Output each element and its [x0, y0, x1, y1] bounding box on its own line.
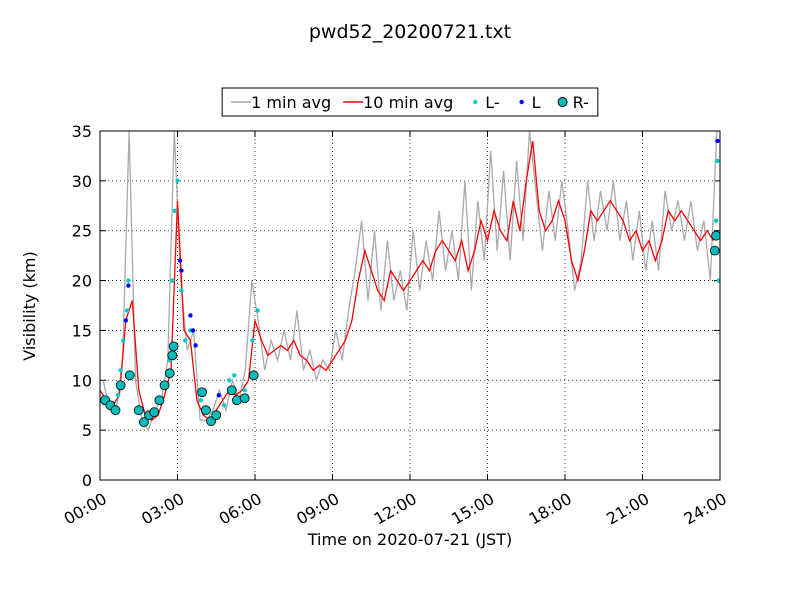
data-point — [239, 393, 250, 404]
data-point — [177, 258, 183, 263]
data-point — [175, 178, 180, 184]
data-point — [170, 278, 175, 283]
y-tick-label: 15 — [72, 321, 92, 340]
data-point — [216, 393, 222, 398]
y-tick-label: 25 — [72, 222, 92, 241]
data-point — [197, 387, 207, 398]
y-tick-label: 0 — [82, 471, 92, 490]
legend-item: 10 min avg — [343, 93, 453, 112]
legend-swatch — [557, 97, 568, 107]
y-axis-label: Visibility (km) — [20, 251, 39, 360]
legend-item: L- — [473, 93, 500, 112]
data-point — [121, 338, 126, 343]
data-point — [115, 380, 126, 391]
data-point — [115, 393, 121, 398]
data-point — [124, 308, 130, 313]
legend-label: 10 min avg — [363, 93, 453, 112]
legend: 1 min avg 10 min avg L- L R- — [221, 87, 599, 117]
data-point — [179, 268, 184, 273]
data-point — [193, 343, 198, 348]
x-axis-label: Time on 2020-07-21 (JST) — [307, 530, 512, 549]
data-point — [139, 417, 149, 428]
y-tick-label: 30 — [72, 172, 92, 191]
data-point — [248, 370, 259, 381]
data-point — [133, 405, 144, 416]
y-tick-label: 20 — [72, 272, 92, 291]
plot-frame — [99, 130, 721, 481]
data-point — [715, 138, 720, 144]
legend-label: L- — [485, 93, 499, 112]
y-tick-label: 10 — [72, 371, 92, 390]
data-point — [709, 245, 720, 256]
legend-swatch — [519, 99, 524, 105]
data-point — [126, 278, 131, 283]
data-point — [221, 403, 227, 408]
data-point — [198, 398, 203, 403]
data-point — [167, 350, 178, 361]
data-point — [123, 318, 129, 323]
data-point — [149, 407, 160, 418]
data-point — [159, 380, 170, 391]
data-point — [110, 405, 121, 416]
data-point — [232, 373, 237, 378]
data-point — [190, 328, 196, 333]
data-point — [250, 338, 255, 343]
legend-swatch — [473, 99, 478, 105]
data-point — [242, 388, 247, 393]
data-point — [711, 230, 720, 241]
legend-label: L — [532, 93, 541, 112]
legend-item: R- — [557, 93, 589, 112]
plot-area — [100, 131, 720, 432]
data-point — [188, 313, 193, 318]
data-point — [211, 410, 222, 421]
data-point — [179, 288, 184, 293]
data-point — [124, 370, 135, 381]
data-point — [201, 405, 211, 416]
data-point — [715, 158, 720, 164]
data-point — [168, 341, 179, 352]
data-point — [226, 378, 232, 383]
data-line — [102, 131, 718, 432]
data-point — [255, 308, 260, 313]
data-point — [226, 385, 237, 396]
data-point — [172, 208, 178, 213]
legend-label: 1 min avg — [251, 93, 331, 112]
legend-item: L — [519, 93, 541, 112]
data-point — [713, 218, 719, 223]
y-tick-label: 35 — [72, 122, 92, 141]
data-point — [118, 368, 123, 373]
data-point — [716, 278, 720, 283]
data-point — [126, 283, 131, 288]
legend-label: R- — [573, 93, 589, 112]
legend-item: 1 min avg — [231, 93, 331, 112]
chart-title: pwd52_20200721.txt — [309, 21, 511, 43]
legend-box — [221, 87, 599, 117]
data-point — [164, 368, 175, 379]
y-tick-label: 5 — [82, 421, 92, 440]
data-point — [154, 395, 165, 406]
data-point — [183, 338, 188, 343]
